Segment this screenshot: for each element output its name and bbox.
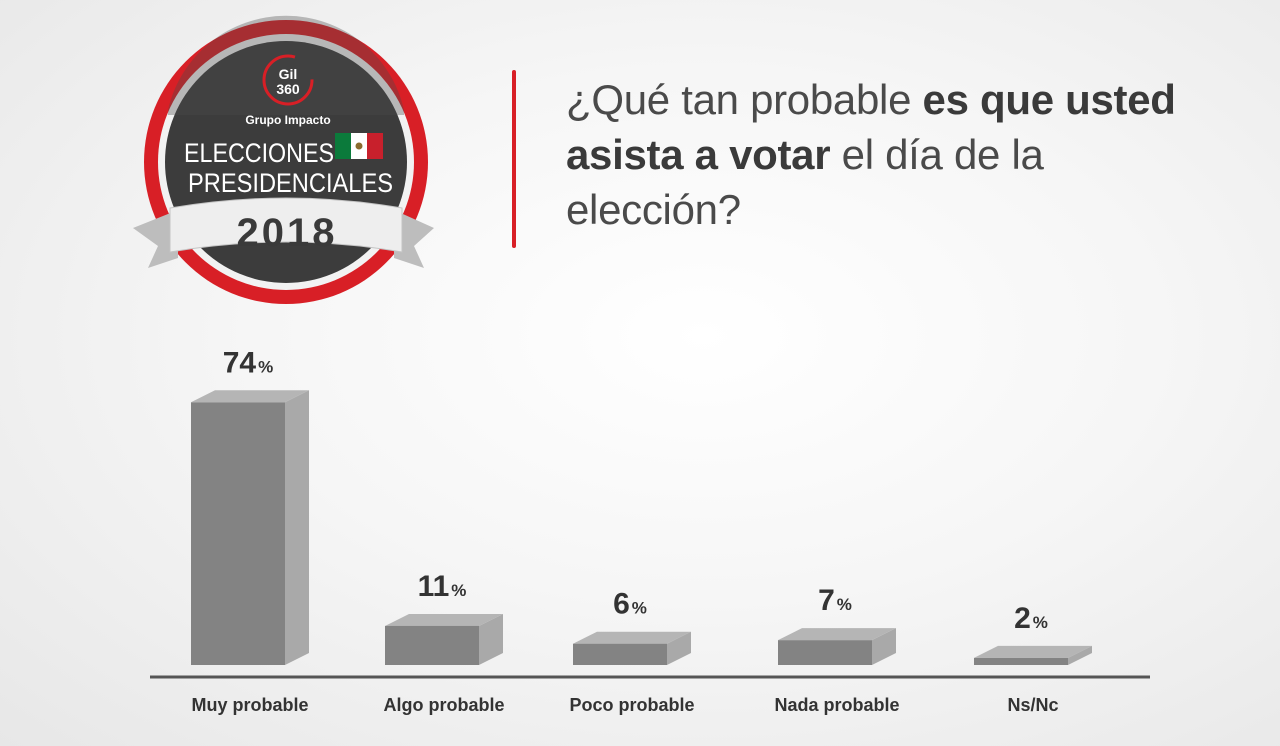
category-label: Poco probable — [569, 695, 694, 715]
value-label: 74% — [223, 346, 274, 379]
mexico-flag-icon — [335, 133, 383, 159]
bar-side — [872, 628, 896, 665]
labels-layer: 74 % Muy probable 11 % Algo probable 6 % Poco pr… — [191, 346, 1058, 715]
bar-front — [385, 625, 479, 665]
value-label: 2% — [1014, 602, 1048, 635]
value-label: 11% — [418, 570, 467, 603]
question-part2: es que usted asista a votar — [566, 76, 1176, 178]
category-label: Muy probable — [191, 695, 308, 715]
gil360-logo: Gil 360 — [262, 54, 314, 106]
bar-top — [974, 645, 1092, 658]
category-label: Algo probable — [384, 695, 505, 715]
badge-line1: ELECCIONES — [184, 138, 334, 168]
bar-2 — [573, 631, 691, 665]
bar-0 — [191, 390, 309, 665]
elecciones-2018-badge: Gil 360 Grupo Impacto ELECCIONES PRESIDE… — [133, 15, 434, 304]
value-label: 6% — [613, 588, 647, 621]
bar-side — [285, 390, 309, 665]
badge-line2: PRESIDENCIALES — [188, 168, 393, 198]
bar-front — [974, 657, 1068, 665]
question-part1: ¿Qué tan probable — [566, 76, 923, 123]
bar-1 — [385, 613, 503, 665]
bar-side — [667, 631, 691, 665]
bar-4 — [974, 645, 1092, 665]
ribbon — [133, 197, 434, 268]
category-label: Ns/Nc — [1007, 695, 1058, 715]
bars-layer — [191, 390, 1092, 665]
value-label: 7% — [818, 584, 852, 617]
bar-3 — [778, 628, 896, 665]
question-part3: el día de la elección? — [566, 131, 1044, 233]
category-label: Nada probable — [774, 695, 899, 715]
bar-top — [573, 631, 691, 644]
bar-top — [191, 390, 309, 403]
bar-top — [385, 613, 503, 626]
bar-side — [479, 613, 503, 665]
logo-line1: Gil — [279, 66, 298, 82]
title-divider — [512, 70, 516, 248]
bar-front — [573, 643, 667, 665]
bar-front — [778, 640, 872, 665]
bar-top — [778, 628, 896, 641]
bar-side — [1068, 645, 1092, 665]
badge-year: 2018 — [237, 211, 338, 255]
logo-line2: 360 — [276, 81, 300, 97]
chart-question: ¿Qué tan probable es que usted asista a … — [566, 72, 1206, 237]
badge-org: Grupo Impacto — [245, 113, 330, 127]
bar-front — [191, 402, 285, 665]
